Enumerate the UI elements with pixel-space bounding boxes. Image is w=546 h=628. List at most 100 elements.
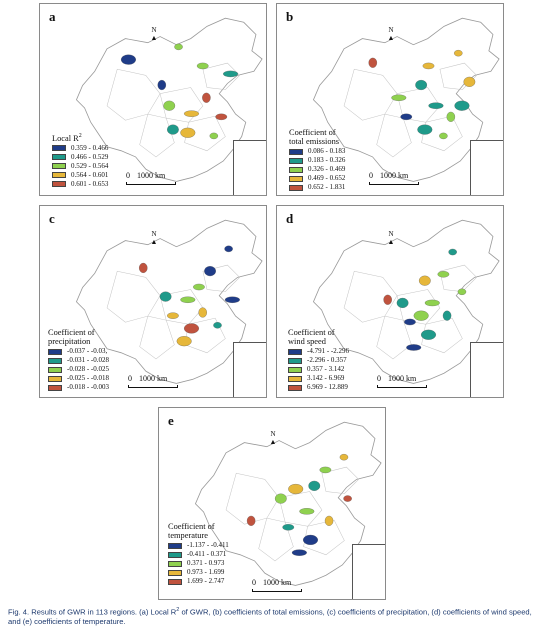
- region-patch: [404, 318, 416, 326]
- map-panel-a: a N ▲ Local R2 0.359 - 0.466 0.466 - 0.52…: [39, 3, 267, 196]
- region-patch: [418, 275, 431, 286]
- legend-title-a: Local R2: [52, 133, 82, 143]
- region-patch: [288, 483, 304, 495]
- map-panel-b: b N ▲ Coefficient of total emissions 0.086…: [276, 3, 504, 196]
- legend-c: Coefficient of precipitation -0.037 - -0.…: [48, 328, 109, 392]
- region-patch: [167, 312, 179, 319]
- region-patch: [324, 515, 334, 526]
- north-arrow-e: N ▲: [269, 430, 277, 446]
- legend-row: -4.791 - -2.296: [288, 347, 349, 356]
- region-patch: [446, 111, 456, 122]
- legend-row: 3.142 - 6.969: [288, 374, 349, 383]
- province-boundary: [139, 315, 175, 360]
- legend-row: -2.296 - 0.357: [288, 356, 349, 365]
- north-arrow-b: N ▲: [387, 26, 395, 42]
- region-patch: [291, 549, 307, 556]
- province-boundary: [139, 113, 175, 158]
- region-patch: [202, 92, 211, 103]
- province-boundary: [439, 264, 478, 292]
- region-patch: [454, 49, 463, 57]
- region-patch: [415, 79, 428, 91]
- legend-row: -0.411 - 0.371: [168, 550, 229, 559]
- region-patch: [413, 310, 429, 321]
- region-patch: [193, 283, 205, 291]
- region-patch: [422, 62, 435, 70]
- south-sea-inset-e: [352, 544, 385, 599]
- legend-row: 0.183 - 0.326: [289, 156, 345, 165]
- legend-row: 0.529 - 0.564: [52, 162, 108, 171]
- legend-row: 6.969 - 12.889: [288, 383, 349, 392]
- legend-row: 0.357 - 3.142: [288, 365, 349, 374]
- panel-label-c: c: [49, 211, 55, 226]
- country-outline: [312, 17, 500, 182]
- region-patch: [183, 323, 199, 334]
- map-panel-d: d N ▲ Coefficient of wind speed -4.791 - -…: [276, 205, 504, 398]
- region-patch: [204, 266, 216, 277]
- legend-row: 0.359 - 0.466: [52, 144, 108, 153]
- country-outline: [75, 219, 263, 384]
- scale-bar-e: 0 1000 km: [252, 578, 304, 592]
- legend-row: 0.469 - 0.652: [289, 174, 345, 183]
- north-arrow-c: N ▲: [150, 230, 158, 246]
- region-patch: [396, 297, 409, 308]
- region-patch: [420, 329, 436, 340]
- legend-row: 0.652 - 1.831: [289, 183, 345, 192]
- province-boundary: [184, 115, 226, 152]
- china-map-c: [75, 219, 263, 384]
- region-patch: [198, 307, 207, 318]
- region-patch: [174, 43, 183, 51]
- region-patch: [176, 336, 192, 347]
- region-patch: [454, 100, 470, 111]
- legend-row: 0.371 - 0.973: [168, 559, 229, 568]
- region-patch: [183, 110, 199, 117]
- region-patch: [157, 79, 167, 91]
- legend-title-b: Coefficient of total emissions: [289, 128, 340, 146]
- scale-bar-b: 0 1000 km: [369, 171, 421, 185]
- region-patch: [282, 524, 295, 531]
- legend-title-c: Coefficient of precipitation: [48, 328, 95, 346]
- region-patch: [417, 124, 433, 135]
- map-panel-c: c N ▲ Coefficient of precipitation -0.037 …: [39, 205, 267, 398]
- region-patch: [167, 124, 179, 135]
- legend-row: 0.601 - 0.653: [52, 180, 108, 189]
- province-boundary: [202, 62, 241, 90]
- legend-row: -0.018 - -0.003: [48, 383, 109, 392]
- legend-b: Coefficient of total emissions 0.086 - 0.…: [289, 128, 345, 192]
- china-map-d: [312, 219, 500, 384]
- panel-label-b: b: [286, 9, 294, 24]
- region-patch: [299, 508, 315, 515]
- scale-bar-d: 0 1000 km: [377, 374, 429, 388]
- region-patch: [139, 262, 148, 273]
- province-boundary: [376, 113, 412, 158]
- region-patch: [448, 248, 457, 256]
- panel-label-a: a: [49, 9, 56, 24]
- region-patch: [428, 102, 444, 109]
- legend-a: Local R2 0.359 - 0.466 0.466 - 0.529 0.5…: [52, 132, 108, 189]
- south-sea-inset-a: [233, 140, 266, 195]
- china-map-b: [312, 17, 500, 182]
- scale-bar-a: 0 1000 km: [126, 171, 178, 185]
- region-patch: [424, 299, 440, 307]
- region-patch: [246, 515, 256, 526]
- south-sea-inset-c: [233, 342, 266, 397]
- province-boundary: [258, 517, 294, 562]
- region-patch: [215, 113, 228, 121]
- scale-bar-c: 0 1000 km: [128, 374, 180, 388]
- province-boundary: [396, 289, 441, 325]
- region-patch: [457, 288, 467, 296]
- region-patch: [213, 322, 222, 329]
- region-patch: [442, 310, 452, 321]
- panel-label-d: d: [286, 211, 294, 226]
- region-patch: [437, 271, 450, 278]
- region-patch: [120, 54, 136, 65]
- region-patch: [439, 132, 448, 140]
- region-patch: [159, 291, 172, 302]
- north-arrow-a: N ▲: [150, 26, 158, 42]
- legend-title-e: Coefficient of temperature: [168, 522, 215, 540]
- region-patch: [391, 94, 407, 101]
- legend-row: -0.025 - -0.018: [48, 374, 109, 383]
- region-patch: [339, 453, 349, 461]
- south-sea-inset-d: [470, 342, 503, 397]
- region-patch: [368, 57, 378, 68]
- map-panel-e: e N ▲ Coefficient of temperature -1.137 - …: [158, 407, 386, 600]
